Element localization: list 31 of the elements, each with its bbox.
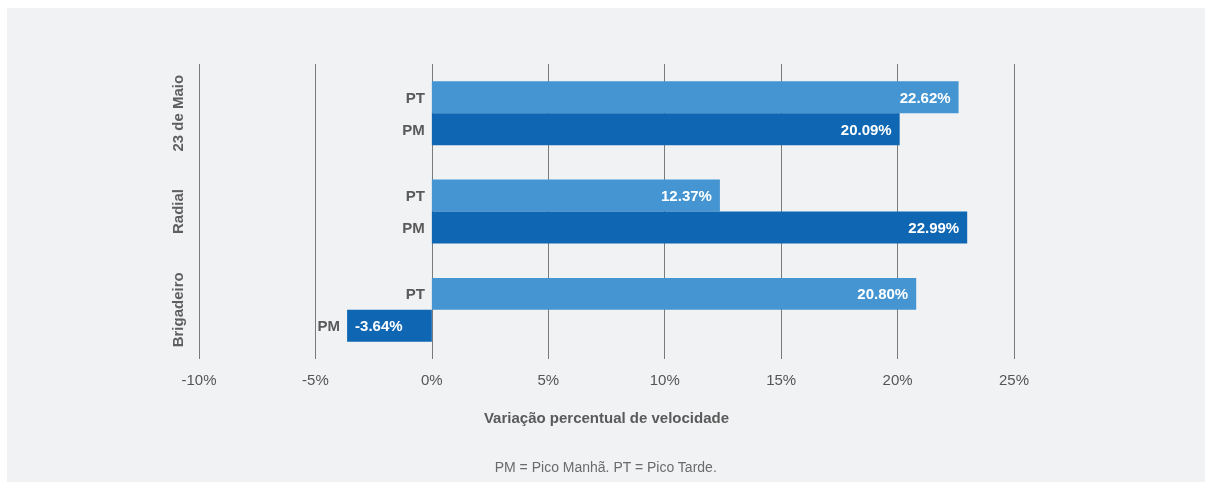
series-label: PT (405, 88, 425, 106)
x-tick-label: 20% (882, 371, 913, 388)
x-axis-title: Variação percentual de velocidade (483, 409, 730, 426)
bar (431, 113, 900, 146)
text: PM (402, 218, 425, 236)
x-tick-label: -10% (181, 371, 217, 388)
data-label: 22.99% (908, 218, 960, 236)
data-label: 12.37% (661, 187, 712, 205)
bar (431, 81, 959, 114)
data-label: 20.09% (840, 120, 892, 138)
y-tick-label: Brigadeiro (169, 272, 186, 348)
x-tick-label: 25% (998, 371, 1030, 388)
bar (431, 211, 968, 244)
text: PT (405, 285, 425, 303)
bar (431, 277, 917, 310)
text: PM = Pico Manhã. PT = Pico Tarde. (494, 459, 717, 475)
data-label: -3.64% (355, 317, 403, 335)
x-tick-label: 0% (421, 371, 443, 388)
data-label: 20.80% (857, 285, 909, 303)
y-tick-label: 23 de Maio (169, 74, 186, 152)
bar (347, 309, 432, 342)
y-tick-label: Radial (169, 188, 186, 235)
x-tick-label: 5% (537, 371, 560, 388)
bar (431, 179, 720, 212)
data-label: 22.62% (899, 88, 951, 106)
x-tick-label: -5% (302, 371, 329, 388)
series-label: PM (402, 120, 425, 138)
text: PM (317, 317, 341, 335)
x-tick-label: 15% (766, 371, 797, 388)
x-tick-label: 10% (649, 371, 680, 388)
text: PT (405, 187, 425, 205)
